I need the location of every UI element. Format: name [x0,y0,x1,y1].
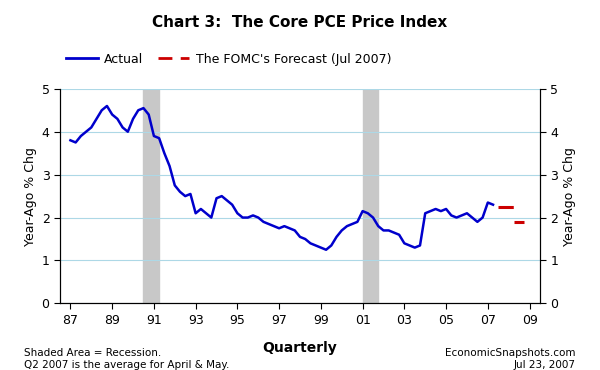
Text: Chart 3:  The Core PCE Price Index: Chart 3: The Core PCE Price Index [152,15,448,30]
Y-axis label: Year-Ago % Chg: Year-Ago % Chg [563,147,575,246]
Text: EconomicSnapshots.com
Jul 23, 2007: EconomicSnapshots.com Jul 23, 2007 [445,349,576,370]
Bar [143,89,159,303]
Bar [362,89,378,303]
Y-axis label: Year-Ago % Chg: Year-Ago % Chg [25,147,37,246]
Text: Quarterly: Quarterly [263,341,337,355]
Text: Shaded Area = Recession.
Q2 2007 is the average for April & May.: Shaded Area = Recession. Q2 2007 is the … [24,349,229,370]
Legend: Actual, The FOMC's Forecast (Jul 2007): Actual, The FOMC's Forecast (Jul 2007) [61,48,396,71]
